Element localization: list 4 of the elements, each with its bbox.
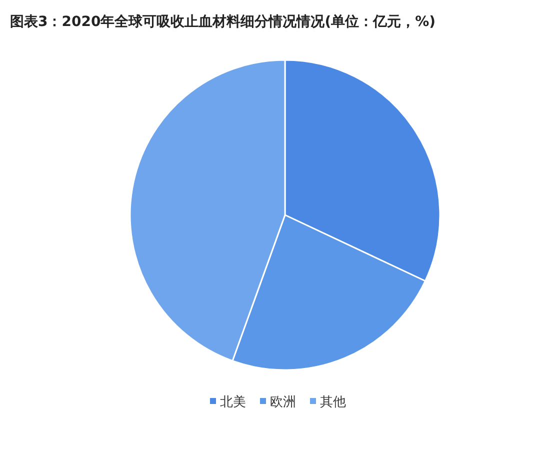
legend-label: 欧洲 [270, 395, 296, 410]
legend-label: 其他 [320, 395, 346, 410]
chart-title: 图表3：2020年全球可吸收止血材料细分情况情况(单位：亿元，%) [10, 14, 436, 30]
legend-label: 北美 [220, 394, 246, 410]
